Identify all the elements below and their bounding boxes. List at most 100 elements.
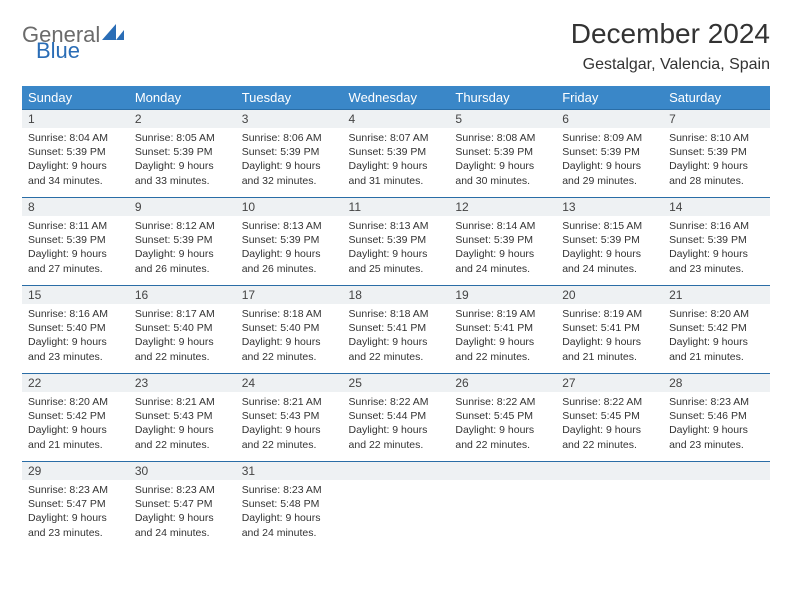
calendar-cell — [449, 461, 556, 549]
day-info: Sunrise: 8:13 AMSunset: 5:39 PMDaylight:… — [236, 216, 343, 282]
day-number: 21 — [663, 285, 770, 304]
day-number: 28 — [663, 373, 770, 392]
day-info: Sunrise: 8:20 AMSunset: 5:42 PMDaylight:… — [663, 304, 770, 370]
weekday-header: Friday — [556, 86, 663, 109]
day-info: Sunrise: 8:05 AMSunset: 5:39 PMDaylight:… — [129, 128, 236, 194]
calendar-cell: 27Sunrise: 8:22 AMSunset: 5:45 PMDayligh… — [556, 373, 663, 461]
day-number: 18 — [343, 285, 450, 304]
day-number: 29 — [22, 461, 129, 480]
day-number: 1 — [22, 109, 129, 128]
calendar-cell: 8Sunrise: 8:11 AMSunset: 5:39 PMDaylight… — [22, 197, 129, 285]
day-info: Sunrise: 8:08 AMSunset: 5:39 PMDaylight:… — [449, 128, 556, 194]
day-info: Sunrise: 8:23 AMSunset: 5:47 PMDaylight:… — [22, 480, 129, 546]
calendar-cell: 24Sunrise: 8:21 AMSunset: 5:43 PMDayligh… — [236, 373, 343, 461]
day-number: 15 — [22, 285, 129, 304]
calendar-cell — [556, 461, 663, 549]
day-info: Sunrise: 8:19 AMSunset: 5:41 PMDaylight:… — [556, 304, 663, 370]
location: Gestalgar, Valencia, Spain — [571, 56, 770, 74]
calendar-cell: 6Sunrise: 8:09 AMSunset: 5:39 PMDaylight… — [556, 109, 663, 197]
day-info — [343, 480, 450, 489]
calendar-cell: 9Sunrise: 8:12 AMSunset: 5:39 PMDaylight… — [129, 197, 236, 285]
day-number: 8 — [22, 197, 129, 216]
logo: General Blue — [22, 18, 124, 62]
weekday-header: Thursday — [449, 86, 556, 109]
calendar-cell: 13Sunrise: 8:15 AMSunset: 5:39 PMDayligh… — [556, 197, 663, 285]
day-info: Sunrise: 8:21 AMSunset: 5:43 PMDaylight:… — [236, 392, 343, 458]
day-info: Sunrise: 8:15 AMSunset: 5:39 PMDaylight:… — [556, 216, 663, 282]
calendar-cell: 16Sunrise: 8:17 AMSunset: 5:40 PMDayligh… — [129, 285, 236, 373]
day-number: 26 — [449, 373, 556, 392]
day-number: 3 — [236, 109, 343, 128]
day-number: 20 — [556, 285, 663, 304]
weekday-header: Saturday — [663, 86, 770, 109]
day-number: 23 — [129, 373, 236, 392]
day-info: Sunrise: 8:20 AMSunset: 5:42 PMDaylight:… — [22, 392, 129, 458]
day-number: 5 — [449, 109, 556, 128]
calendar-cell: 17Sunrise: 8:18 AMSunset: 5:40 PMDayligh… — [236, 285, 343, 373]
day-number — [449, 461, 556, 480]
calendar-cell: 12Sunrise: 8:14 AMSunset: 5:39 PMDayligh… — [449, 197, 556, 285]
day-info: Sunrise: 8:10 AMSunset: 5:39 PMDaylight:… — [663, 128, 770, 194]
day-info: Sunrise: 8:23 AMSunset: 5:46 PMDaylight:… — [663, 392, 770, 458]
calendar-cell: 11Sunrise: 8:13 AMSunset: 5:39 PMDayligh… — [343, 197, 450, 285]
day-number: 10 — [236, 197, 343, 216]
weekday-header: Tuesday — [236, 86, 343, 109]
day-info: Sunrise: 8:22 AMSunset: 5:44 PMDaylight:… — [343, 392, 450, 458]
day-number: 31 — [236, 461, 343, 480]
day-info: Sunrise: 8:21 AMSunset: 5:43 PMDaylight:… — [129, 392, 236, 458]
calendar-cell: 18Sunrise: 8:18 AMSunset: 5:41 PMDayligh… — [343, 285, 450, 373]
day-info: Sunrise: 8:16 AMSunset: 5:39 PMDaylight:… — [663, 216, 770, 282]
day-number: 27 — [556, 373, 663, 392]
day-number: 12 — [449, 197, 556, 216]
day-info: Sunrise: 8:06 AMSunset: 5:39 PMDaylight:… — [236, 128, 343, 194]
calendar-table: SundayMondayTuesdayWednesdayThursdayFrid… — [22, 86, 770, 549]
day-number: 14 — [663, 197, 770, 216]
calendar-cell: 1Sunrise: 8:04 AMSunset: 5:39 PMDaylight… — [22, 109, 129, 197]
calendar-cell: 23Sunrise: 8:21 AMSunset: 5:43 PMDayligh… — [129, 373, 236, 461]
calendar-cell: 10Sunrise: 8:13 AMSunset: 5:39 PMDayligh… — [236, 197, 343, 285]
day-number: 6 — [556, 109, 663, 128]
calendar-cell: 29Sunrise: 8:23 AMSunset: 5:47 PMDayligh… — [22, 461, 129, 549]
weekday-header: Sunday — [22, 86, 129, 109]
day-info: Sunrise: 8:23 AMSunset: 5:48 PMDaylight:… — [236, 480, 343, 546]
day-info: Sunrise: 8:04 AMSunset: 5:39 PMDaylight:… — [22, 128, 129, 194]
day-number — [663, 461, 770, 480]
calendar-cell: 20Sunrise: 8:19 AMSunset: 5:41 PMDayligh… — [556, 285, 663, 373]
calendar-cell: 21Sunrise: 8:20 AMSunset: 5:42 PMDayligh… — [663, 285, 770, 373]
calendar-cell — [343, 461, 450, 549]
day-number: 13 — [556, 197, 663, 216]
day-number — [556, 461, 663, 480]
calendar-cell: 31Sunrise: 8:23 AMSunset: 5:48 PMDayligh… — [236, 461, 343, 549]
day-number: 9 — [129, 197, 236, 216]
calendar-cell — [663, 461, 770, 549]
day-info: Sunrise: 8:07 AMSunset: 5:39 PMDaylight:… — [343, 128, 450, 194]
day-info: Sunrise: 8:09 AMSunset: 5:39 PMDaylight:… — [556, 128, 663, 194]
weekday-header: Wednesday — [343, 86, 450, 109]
day-number: 7 — [663, 109, 770, 128]
calendar-cell: 22Sunrise: 8:20 AMSunset: 5:42 PMDayligh… — [22, 373, 129, 461]
day-info: Sunrise: 8:18 AMSunset: 5:41 PMDaylight:… — [343, 304, 450, 370]
day-info: Sunrise: 8:22 AMSunset: 5:45 PMDaylight:… — [449, 392, 556, 458]
day-number: 25 — [343, 373, 450, 392]
day-number: 16 — [129, 285, 236, 304]
calendar-cell: 3Sunrise: 8:06 AMSunset: 5:39 PMDaylight… — [236, 109, 343, 197]
calendar-cell: 19Sunrise: 8:19 AMSunset: 5:41 PMDayligh… — [449, 285, 556, 373]
calendar-cell: 30Sunrise: 8:23 AMSunset: 5:47 PMDayligh… — [129, 461, 236, 549]
day-number: 30 — [129, 461, 236, 480]
logo-text-blue: Blue — [36, 40, 100, 62]
day-info: Sunrise: 8:14 AMSunset: 5:39 PMDaylight:… — [449, 216, 556, 282]
calendar-cell: 14Sunrise: 8:16 AMSunset: 5:39 PMDayligh… — [663, 197, 770, 285]
day-info: Sunrise: 8:12 AMSunset: 5:39 PMDaylight:… — [129, 216, 236, 282]
day-number — [343, 461, 450, 480]
weekday-header: Monday — [129, 86, 236, 109]
day-number: 17 — [236, 285, 343, 304]
day-number: 2 — [129, 109, 236, 128]
calendar-cell: 26Sunrise: 8:22 AMSunset: 5:45 PMDayligh… — [449, 373, 556, 461]
day-info: Sunrise: 8:19 AMSunset: 5:41 PMDaylight:… — [449, 304, 556, 370]
day-number: 24 — [236, 373, 343, 392]
day-number: 11 — [343, 197, 450, 216]
day-info: Sunrise: 8:23 AMSunset: 5:47 PMDaylight:… — [129, 480, 236, 546]
day-number: 19 — [449, 285, 556, 304]
day-info: Sunrise: 8:13 AMSunset: 5:39 PMDaylight:… — [343, 216, 450, 282]
day-info: Sunrise: 8:11 AMSunset: 5:39 PMDaylight:… — [22, 216, 129, 282]
